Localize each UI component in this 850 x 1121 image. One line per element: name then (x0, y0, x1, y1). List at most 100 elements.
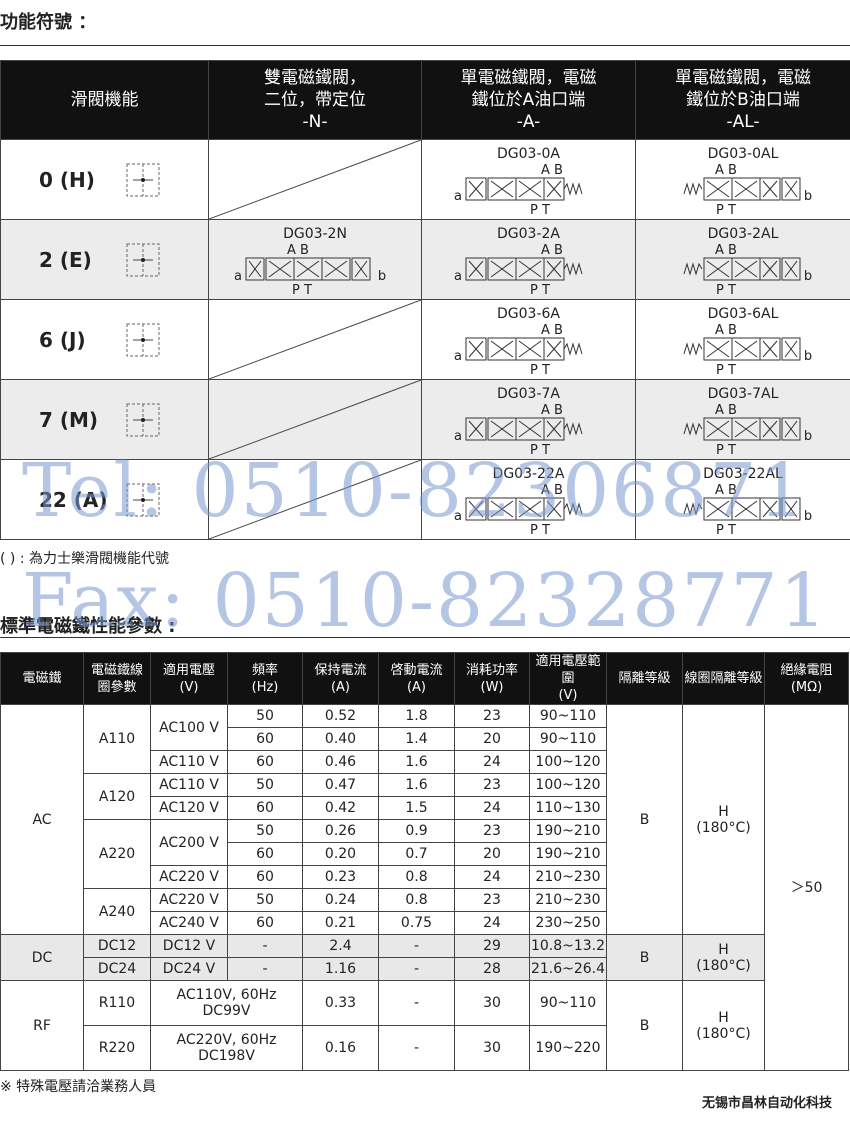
valve-symbol: b A B P T (683, 163, 812, 216)
valve-cell: DG03-0A a A B P T (421, 139, 636, 220)
valve-box (759, 257, 781, 280)
function-icon (126, 403, 160, 437)
cell: 30 (454, 1025, 530, 1071)
port-label: a (454, 349, 462, 364)
valve-path (762, 260, 778, 277)
valve-path (518, 260, 541, 277)
cell: 190~210 (529, 842, 607, 866)
valve-cell: DG03-2A a A B P T (421, 219, 636, 300)
cell: AC220V, 60Hz DC198V (150, 1025, 303, 1071)
valve-path (784, 420, 798, 437)
function-cell: 7 (M) (0, 379, 209, 460)
port-label: b (804, 509, 812, 524)
valve-box (759, 497, 781, 520)
header-cell: 適用電壓範圍 (V) (529, 652, 607, 705)
valve-cell: DG03-7A a A B P T (421, 379, 636, 460)
cell: 90~110 (529, 980, 607, 1026)
port-label: P T (716, 203, 736, 216)
valve-cell: DG03-7AL b A B P T (635, 379, 850, 460)
valve-cell: DG03-22A a A B P T (421, 459, 636, 540)
valve-path (546, 420, 561, 437)
cell: AC100 V (150, 704, 228, 751)
header-cell: 單電磁鐵閥，電磁 鐵位於A油口端 -A- (421, 60, 636, 140)
cell: - (378, 957, 455, 981)
port-label: A B (541, 403, 563, 418)
valve-box (465, 497, 486, 520)
header-cell: 電磁鐵 (0, 652, 84, 705)
model-label: DG03-22AL (703, 465, 783, 482)
function-icon (126, 163, 160, 197)
valve-cell (208, 459, 422, 540)
port-label: A B (715, 243, 737, 258)
valve-cell: DG03-0AL b A B P T (635, 139, 850, 220)
valve-path (546, 340, 561, 357)
diagonal (209, 460, 421, 539)
valve-path (706, 260, 730, 277)
cell: 210~230 (529, 888, 607, 912)
cell: 0.42 (302, 796, 379, 820)
header-cell: 適用電壓 (V) (150, 652, 228, 705)
cell: H (180°C) (682, 704, 765, 935)
function-table: 滑閥機能 雙電磁鐵閥， 二位，帶定位 -N- 單電磁鐵閥，電磁 鐵位於A油口端 -A… (0, 60, 850, 540)
valve-path (762, 500, 778, 517)
cell: A220 (83, 819, 151, 889)
port-label: a (454, 189, 462, 204)
cell: 0.23 (302, 865, 379, 889)
cell: 1.6 (378, 773, 455, 797)
function-cell: 0 (H) (0, 139, 209, 220)
cell: B (606, 980, 683, 1071)
cell: DC12 V (150, 934, 228, 958)
cell: 0.40 (302, 727, 379, 751)
valve-box (759, 417, 781, 440)
diagonal-line (209, 140, 421, 219)
header-cell: 消耗功率 (W) (454, 652, 530, 705)
valve-path (490, 420, 513, 437)
port-label: b (804, 429, 812, 444)
valve-symbol: b A B P T (683, 483, 812, 536)
valve-path (518, 420, 541, 437)
cell: AC220 V (150, 888, 228, 912)
function-label: 2 (E) (39, 247, 92, 272)
cell: 20 (454, 842, 530, 866)
spring (683, 421, 703, 436)
row: AC A110 AC100 V 50 0.52 1.8 23 90~110 B H (180°C)… (0, 704, 849, 1071)
port-label: A B (715, 163, 737, 178)
valve-box (465, 337, 486, 360)
valve-symbol: b A B P T (683, 403, 812, 456)
valve-box (781, 257, 801, 280)
header-cell: 雙電磁鐵閥， 二位，帶定位 -N- (208, 60, 422, 140)
valve-path (468, 420, 483, 437)
valve-path (706, 500, 730, 517)
valve-symbol: b A B P T (683, 323, 812, 376)
valve-path (546, 260, 561, 277)
cell: 0.8 (378, 888, 455, 912)
valve-box (759, 337, 781, 360)
header-cell: 保持電流 (A) (302, 652, 379, 705)
cell: 0.20 (302, 842, 379, 866)
valve-path (706, 420, 730, 437)
valve-cell (208, 139, 422, 220)
port-label: P T (530, 443, 550, 456)
cell: A110 (83, 704, 151, 774)
valve-symbol: b A B P T (683, 243, 812, 296)
cell: 23 (454, 704, 530, 728)
cell: H (180°C) (682, 980, 765, 1071)
cell: DC24 (83, 957, 151, 981)
valve-box (781, 177, 801, 200)
model-label: DG03-2A (497, 225, 560, 242)
valve-path (706, 340, 730, 357)
valve-path (784, 260, 798, 277)
valve-path (490, 180, 513, 197)
spring (563, 341, 582, 356)
cell: 50 (227, 704, 303, 728)
valve-path (762, 340, 778, 357)
valve-box (781, 417, 801, 440)
cell: 110~130 (529, 796, 607, 820)
port-label: P T (530, 363, 550, 376)
valve-path (784, 340, 798, 357)
cell: 30 (454, 980, 530, 1026)
valve-symbol: a A B P T (454, 163, 582, 216)
cell: B (606, 704, 683, 935)
header-cell: 絕緣電阻 (MΩ) (764, 652, 849, 705)
